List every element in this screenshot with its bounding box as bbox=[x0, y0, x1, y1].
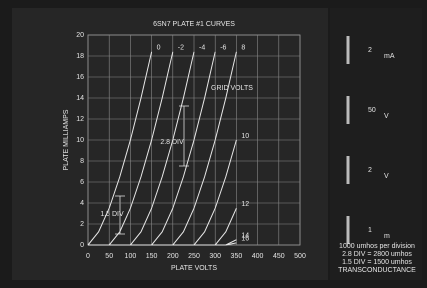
setting-unit: mA bbox=[384, 53, 395, 60]
y-tick-label: 14 bbox=[76, 95, 84, 102]
annotation: 1.5 DIV bbox=[100, 211, 124, 218]
note: TRANSCONDUCTANCE bbox=[338, 267, 416, 274]
x-tick-label: 300 bbox=[209, 253, 221, 260]
x-tick-label: 50 bbox=[105, 253, 113, 260]
y-tick-label: 4 bbox=[80, 200, 84, 207]
x-tick-label: 150 bbox=[146, 253, 158, 260]
x-tick-label: 400 bbox=[252, 253, 264, 260]
y-tick-label: 0 bbox=[80, 242, 84, 249]
x-axis-label: PLATE VOLTS bbox=[171, 265, 217, 272]
x-tick-label: 450 bbox=[273, 253, 285, 260]
y-tick-label: 10 bbox=[76, 137, 84, 144]
curve-label: -4 bbox=[199, 45, 205, 52]
x-tick-label: 250 bbox=[188, 253, 200, 260]
curve-label: 8 bbox=[241, 45, 245, 52]
y-tick-label: 16 bbox=[76, 74, 84, 81]
note: 1000 umhos per division bbox=[339, 243, 415, 250]
setting-value: 50 bbox=[368, 107, 376, 114]
x-tick-label: 0 bbox=[86, 253, 90, 260]
y-tick-label: 6 bbox=[80, 179, 84, 186]
y-tick-label: 8 bbox=[80, 158, 84, 165]
x-tick-label: 200 bbox=[167, 253, 179, 260]
annotation: GRID VOLTS bbox=[211, 85, 253, 92]
settings-panel bbox=[330, 8, 422, 280]
setting-value: 2 bbox=[368, 47, 372, 54]
setting-unit: V bbox=[384, 113, 389, 120]
setting-unit: m bbox=[384, 233, 390, 240]
curve-label: -2 bbox=[178, 45, 184, 52]
setting-value: 2 bbox=[368, 167, 372, 174]
curve-label: 0 bbox=[157, 45, 161, 52]
y-axis-label: PLATE MILLIAMPS bbox=[63, 109, 70, 170]
setting-unit: V bbox=[384, 173, 389, 180]
curve-label: 12 bbox=[241, 201, 249, 208]
x-tick-label: 500 bbox=[294, 253, 306, 260]
curve-label: 16 bbox=[241, 236, 249, 243]
y-tick-label: 20 bbox=[76, 32, 84, 39]
chart-title: 6SN7 PLATE #1 CURVES bbox=[153, 21, 235, 28]
note: 2.8 DIV = 2800 umhos bbox=[342, 251, 412, 258]
y-tick-label: 18 bbox=[76, 53, 84, 60]
curve-label: -6 bbox=[220, 45, 226, 52]
x-tick-label: 350 bbox=[231, 253, 243, 260]
setting-value: 1 bbox=[368, 227, 372, 234]
x-tick-label: 100 bbox=[125, 253, 137, 260]
curve-label: 10 bbox=[241, 133, 249, 140]
y-tick-label: 2 bbox=[80, 221, 84, 228]
screen: 6SN7 PLATE #1 CURVES PLATE VOLTS PLATE M… bbox=[0, 0, 427, 288]
note: 1.5 DIV = 1500 umhos bbox=[342, 259, 412, 266]
y-tick-label: 12 bbox=[76, 116, 84, 123]
